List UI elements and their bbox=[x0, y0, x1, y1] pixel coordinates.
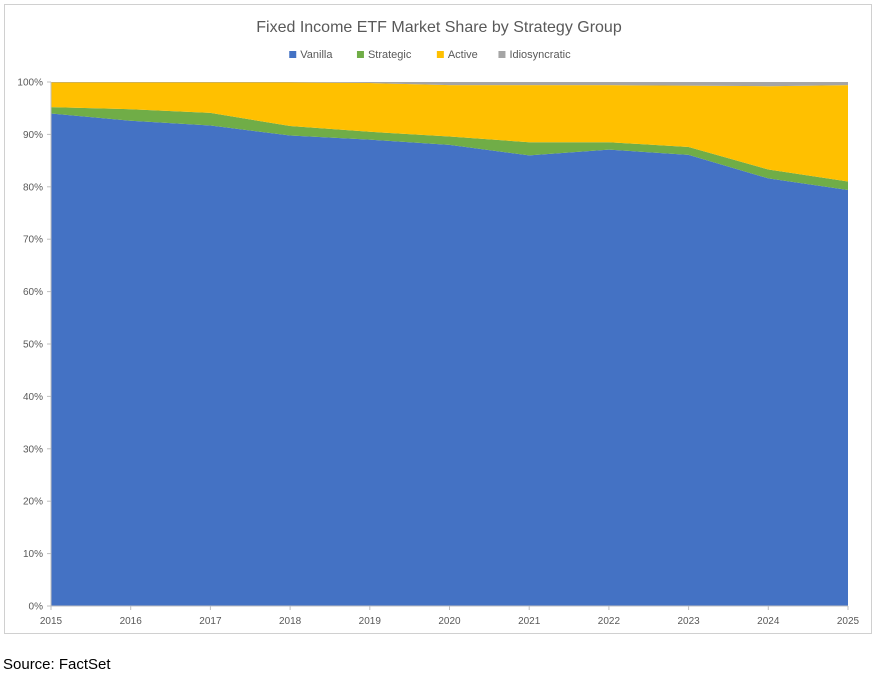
area-active bbox=[51, 82, 848, 182]
x-tick-label: 2021 bbox=[518, 616, 541, 627]
series-areas bbox=[51, 82, 848, 606]
y-tick-label: 0% bbox=[29, 602, 44, 613]
axes: 0% 10% 20% 30% 40% 50% 60% 70% 80% 90% 100% 2015 201… bbox=[17, 78, 859, 628]
x-tick-label: 2019 bbox=[359, 616, 382, 627]
y-tick-label: 10% bbox=[23, 549, 43, 560]
y-tick-label: 50% bbox=[23, 340, 43, 351]
x-tick-label: 2020 bbox=[438, 616, 461, 627]
area-chart: Fixed Income ETF Market Share by Strateg… bbox=[17, 19, 859, 628]
y-tick-label: 100% bbox=[17, 78, 43, 89]
legend-swatch-strategic bbox=[356, 51, 364, 58]
y-tick-label: 40% bbox=[23, 392, 43, 403]
y-tick-label: 70% bbox=[23, 235, 43, 246]
x-tick-label: 2024 bbox=[757, 616, 780, 627]
chart-title: Fixed Income ETF Market Share by Strateg… bbox=[256, 19, 622, 36]
chart-frame: Fixed Income ETF Market Share by Strateg… bbox=[4, 4, 872, 634]
x-tick-label: 2017 bbox=[199, 616, 222, 627]
legend-label-idiosyncratic: Idiosyncratic bbox=[509, 49, 571, 61]
legend-label-active: Active bbox=[448, 49, 478, 61]
legend-swatch-active bbox=[436, 51, 444, 58]
legend-swatch-vanilla bbox=[289, 51, 297, 58]
x-tick-label: 2025 bbox=[837, 616, 860, 627]
y-tick-label: 60% bbox=[23, 287, 43, 298]
x-tick-label: 2016 bbox=[120, 616, 143, 627]
x-tick-label: 2015 bbox=[40, 616, 63, 627]
y-tick-label: 80% bbox=[23, 182, 43, 193]
x-tick-label: 2022 bbox=[598, 616, 621, 627]
y-tick-label: 20% bbox=[23, 497, 43, 508]
legend-swatch-idiosyncratic bbox=[498, 51, 506, 58]
area-vanilla bbox=[51, 113, 848, 606]
legend: Vanilla Strategic Active Idiosyncratic bbox=[289, 49, 571, 61]
source-note: Source: FactSet bbox=[3, 656, 111, 673]
area-idiosyncratic bbox=[51, 82, 848, 87]
legend-label-vanilla: Vanilla bbox=[300, 49, 333, 61]
y-tick-label: 90% bbox=[23, 130, 43, 141]
y-tick-label: 30% bbox=[23, 444, 43, 455]
area-strategic bbox=[51, 107, 848, 190]
legend-label-strategic: Strategic bbox=[368, 49, 412, 61]
x-tick-label: 2018 bbox=[279, 616, 302, 627]
x-tick-label: 2023 bbox=[677, 616, 700, 627]
